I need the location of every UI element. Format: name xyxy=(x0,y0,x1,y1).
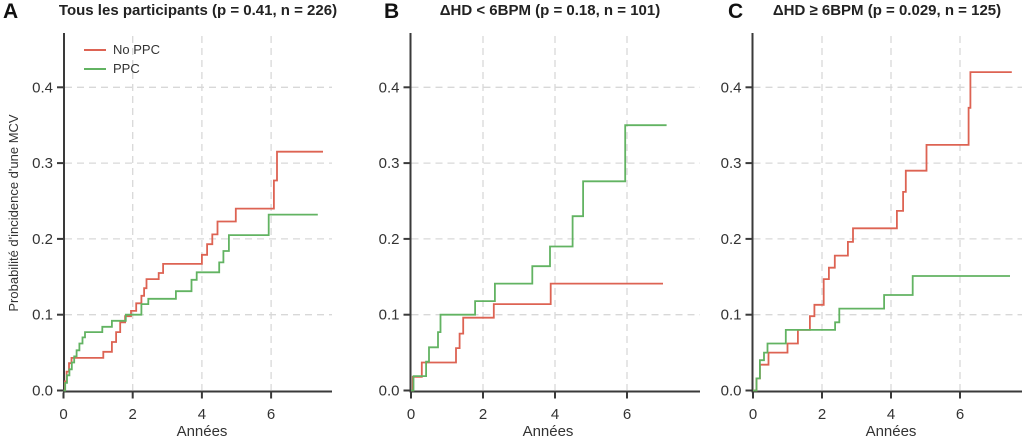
y-tick-label: 0.1 xyxy=(721,307,742,324)
panel-a-plot: 0 2 4 6 0.0 0.1 0.2 0.3 0.4 xyxy=(32,33,332,423)
legend-label-ppc: PPC xyxy=(113,61,140,76)
panel-c-plot: 0 2 4 6 0.0 0.1 0.2 0.3 0.4 xyxy=(721,33,1022,423)
y-tick-label: 0.0 xyxy=(379,383,400,400)
km-curve-ppc-b xyxy=(411,124,667,392)
panel-label-c: C xyxy=(728,0,744,23)
legend-item-ppc: PPC xyxy=(84,59,160,78)
panel-title-a: Tous les participants (p = 0.41, n = 226… xyxy=(58,2,338,19)
panel-title-b: ΔHD < 6BPM (p = 0.18, n = 101) xyxy=(439,2,661,19)
x-tick-label: 2 xyxy=(129,406,137,423)
panel-label-a: A xyxy=(3,0,19,23)
x-tick-label: 4 xyxy=(887,406,895,423)
x-tick-label: 6 xyxy=(267,406,275,423)
ppc-line-swatch xyxy=(84,67,106,70)
km-curve-no-ppc-b xyxy=(411,282,663,392)
legend-item-no-ppc: No PPC xyxy=(84,40,160,59)
y-tick-label: 0.3 xyxy=(721,155,742,172)
y-tick-label: 0.4 xyxy=(721,79,742,96)
panel-b-plot: 0 2 4 6 0.0 0.1 0.2 0.3 0.4 xyxy=(379,33,700,423)
km-curve-no-ppc-a xyxy=(63,150,323,392)
y-tick-label: 0.3 xyxy=(32,155,53,172)
x-tick-label: 4 xyxy=(551,406,559,423)
x-tick-label: 4 xyxy=(198,406,206,423)
km-curve-ppc-a xyxy=(63,213,318,392)
km-curve-ppc-c xyxy=(753,275,1010,392)
y-axis-title: Probabilité d'incidence d'une MCV xyxy=(6,114,21,312)
y-tick-label: 0.0 xyxy=(32,383,53,400)
no-ppc-line-swatch xyxy=(84,48,106,51)
x-tick-label: 0 xyxy=(749,406,757,423)
x-axis-title-a: Années xyxy=(176,423,228,440)
legend-label-no-ppc: No PPC xyxy=(113,42,160,57)
y-tick-label: 0.0 xyxy=(721,383,742,400)
x-tick-label: 2 xyxy=(818,406,826,423)
panel-label-b: B xyxy=(384,0,400,23)
legend: No PPC PPC xyxy=(84,40,160,78)
km-curve-no-ppc-c xyxy=(753,71,1012,392)
y-tick-label: 0.2 xyxy=(32,231,53,248)
x-tick-label: 0 xyxy=(59,406,67,423)
y-tick-label: 0.4 xyxy=(379,79,400,96)
panel-title-c: ΔHD ≥ 6BPM (p = 0.029, n = 125) xyxy=(772,2,1002,19)
x-tick-label: 6 xyxy=(956,406,964,423)
x-axis-title-b: Années xyxy=(522,423,574,440)
x-axis-title-c: Années xyxy=(865,423,917,440)
x-tick-label: 2 xyxy=(479,406,487,423)
y-tick-label: 0.2 xyxy=(379,231,400,248)
y-tick-label: 0.2 xyxy=(721,231,742,248)
y-tick-label: 0.1 xyxy=(379,307,400,324)
x-tick-label: 0 xyxy=(407,406,415,423)
y-tick-label: 0.3 xyxy=(379,155,400,172)
y-tick-label: 0.4 xyxy=(32,79,53,96)
y-tick-label: 0.1 xyxy=(32,307,53,324)
x-tick-label: 6 xyxy=(623,406,631,423)
